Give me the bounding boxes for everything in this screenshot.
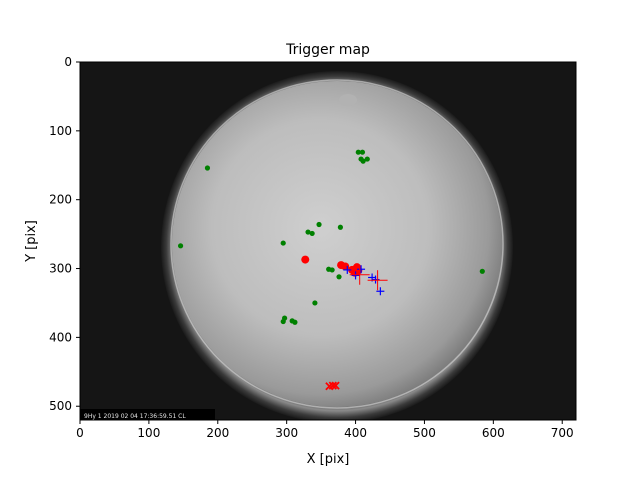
green-trigger-point [479, 268, 485, 274]
green-trigger-point [329, 267, 335, 273]
green-trigger-point [204, 165, 211, 171]
y-tick-label: 200 [49, 193, 72, 207]
red-x-marker [328, 381, 337, 390]
x-axis-ticks: 0 100 200 300 400 500 600 700 [76, 420, 574, 440]
blue-plus-marker [357, 265, 366, 274]
green-trigger-point [364, 156, 370, 162]
green-trigger-point [280, 240, 286, 246]
x-tick-label: 600 [482, 426, 505, 440]
green-trigger-point [280, 318, 286, 325]
blue-plus-marker [351, 271, 360, 280]
image-timestamp: 9Hy 1 2019 02 04 17:36:59.51 CL [84, 413, 186, 420]
blue-plus-marker [376, 287, 385, 296]
blue-plus-marker [371, 275, 380, 284]
y-tick-label: 300 [49, 262, 72, 276]
green-trigger-point [337, 224, 343, 230]
x-tick-label: 0 [76, 426, 84, 440]
red-trigger-point [301, 255, 310, 264]
chart-title: Trigger map [285, 42, 370, 58]
green-trigger-point [360, 158, 366, 164]
red-trigger-point [354, 266, 363, 275]
blue-plus-marker [343, 265, 352, 274]
red-x-marker [331, 381, 340, 390]
x-tick-label: 200 [206, 426, 229, 440]
y-tick-label: 0 [64, 55, 72, 69]
red-large-plus-marker [349, 264, 370, 285]
green-trigger-point [359, 149, 366, 155]
green-trigger-point [305, 229, 311, 235]
x-tick-label: 100 [137, 426, 160, 440]
x-tick-label: 500 [413, 426, 436, 440]
x-tick-label: 700 [551, 426, 574, 440]
green-trigger-point [336, 274, 342, 280]
y-axis-label: Y [pix] [24, 220, 39, 263]
green-trigger-point [292, 319, 298, 325]
green-trigger-point [355, 149, 361, 155]
plot-frame [79, 61, 577, 421]
green-trigger-point [312, 300, 318, 306]
y-tick-label: 500 [49, 399, 72, 413]
green-trigger-point [316, 221, 322, 228]
y-tick-label: 400 [49, 330, 72, 344]
red-large-plus-marker [367, 270, 388, 291]
sky-camera-image [80, 62, 576, 420]
red-trigger-point [341, 262, 350, 271]
y-tick-label: 100 [49, 124, 72, 138]
x-axis-label: X [pix] [307, 452, 350, 467]
x-tick-label: 400 [344, 426, 367, 440]
x-tick-label: 300 [275, 426, 298, 440]
scatter-markers [177, 149, 485, 391]
green-trigger-point [309, 230, 315, 237]
green-trigger-point [177, 243, 184, 249]
y-axis-ticks: 0 100 200 300 400 500 [49, 55, 80, 413]
